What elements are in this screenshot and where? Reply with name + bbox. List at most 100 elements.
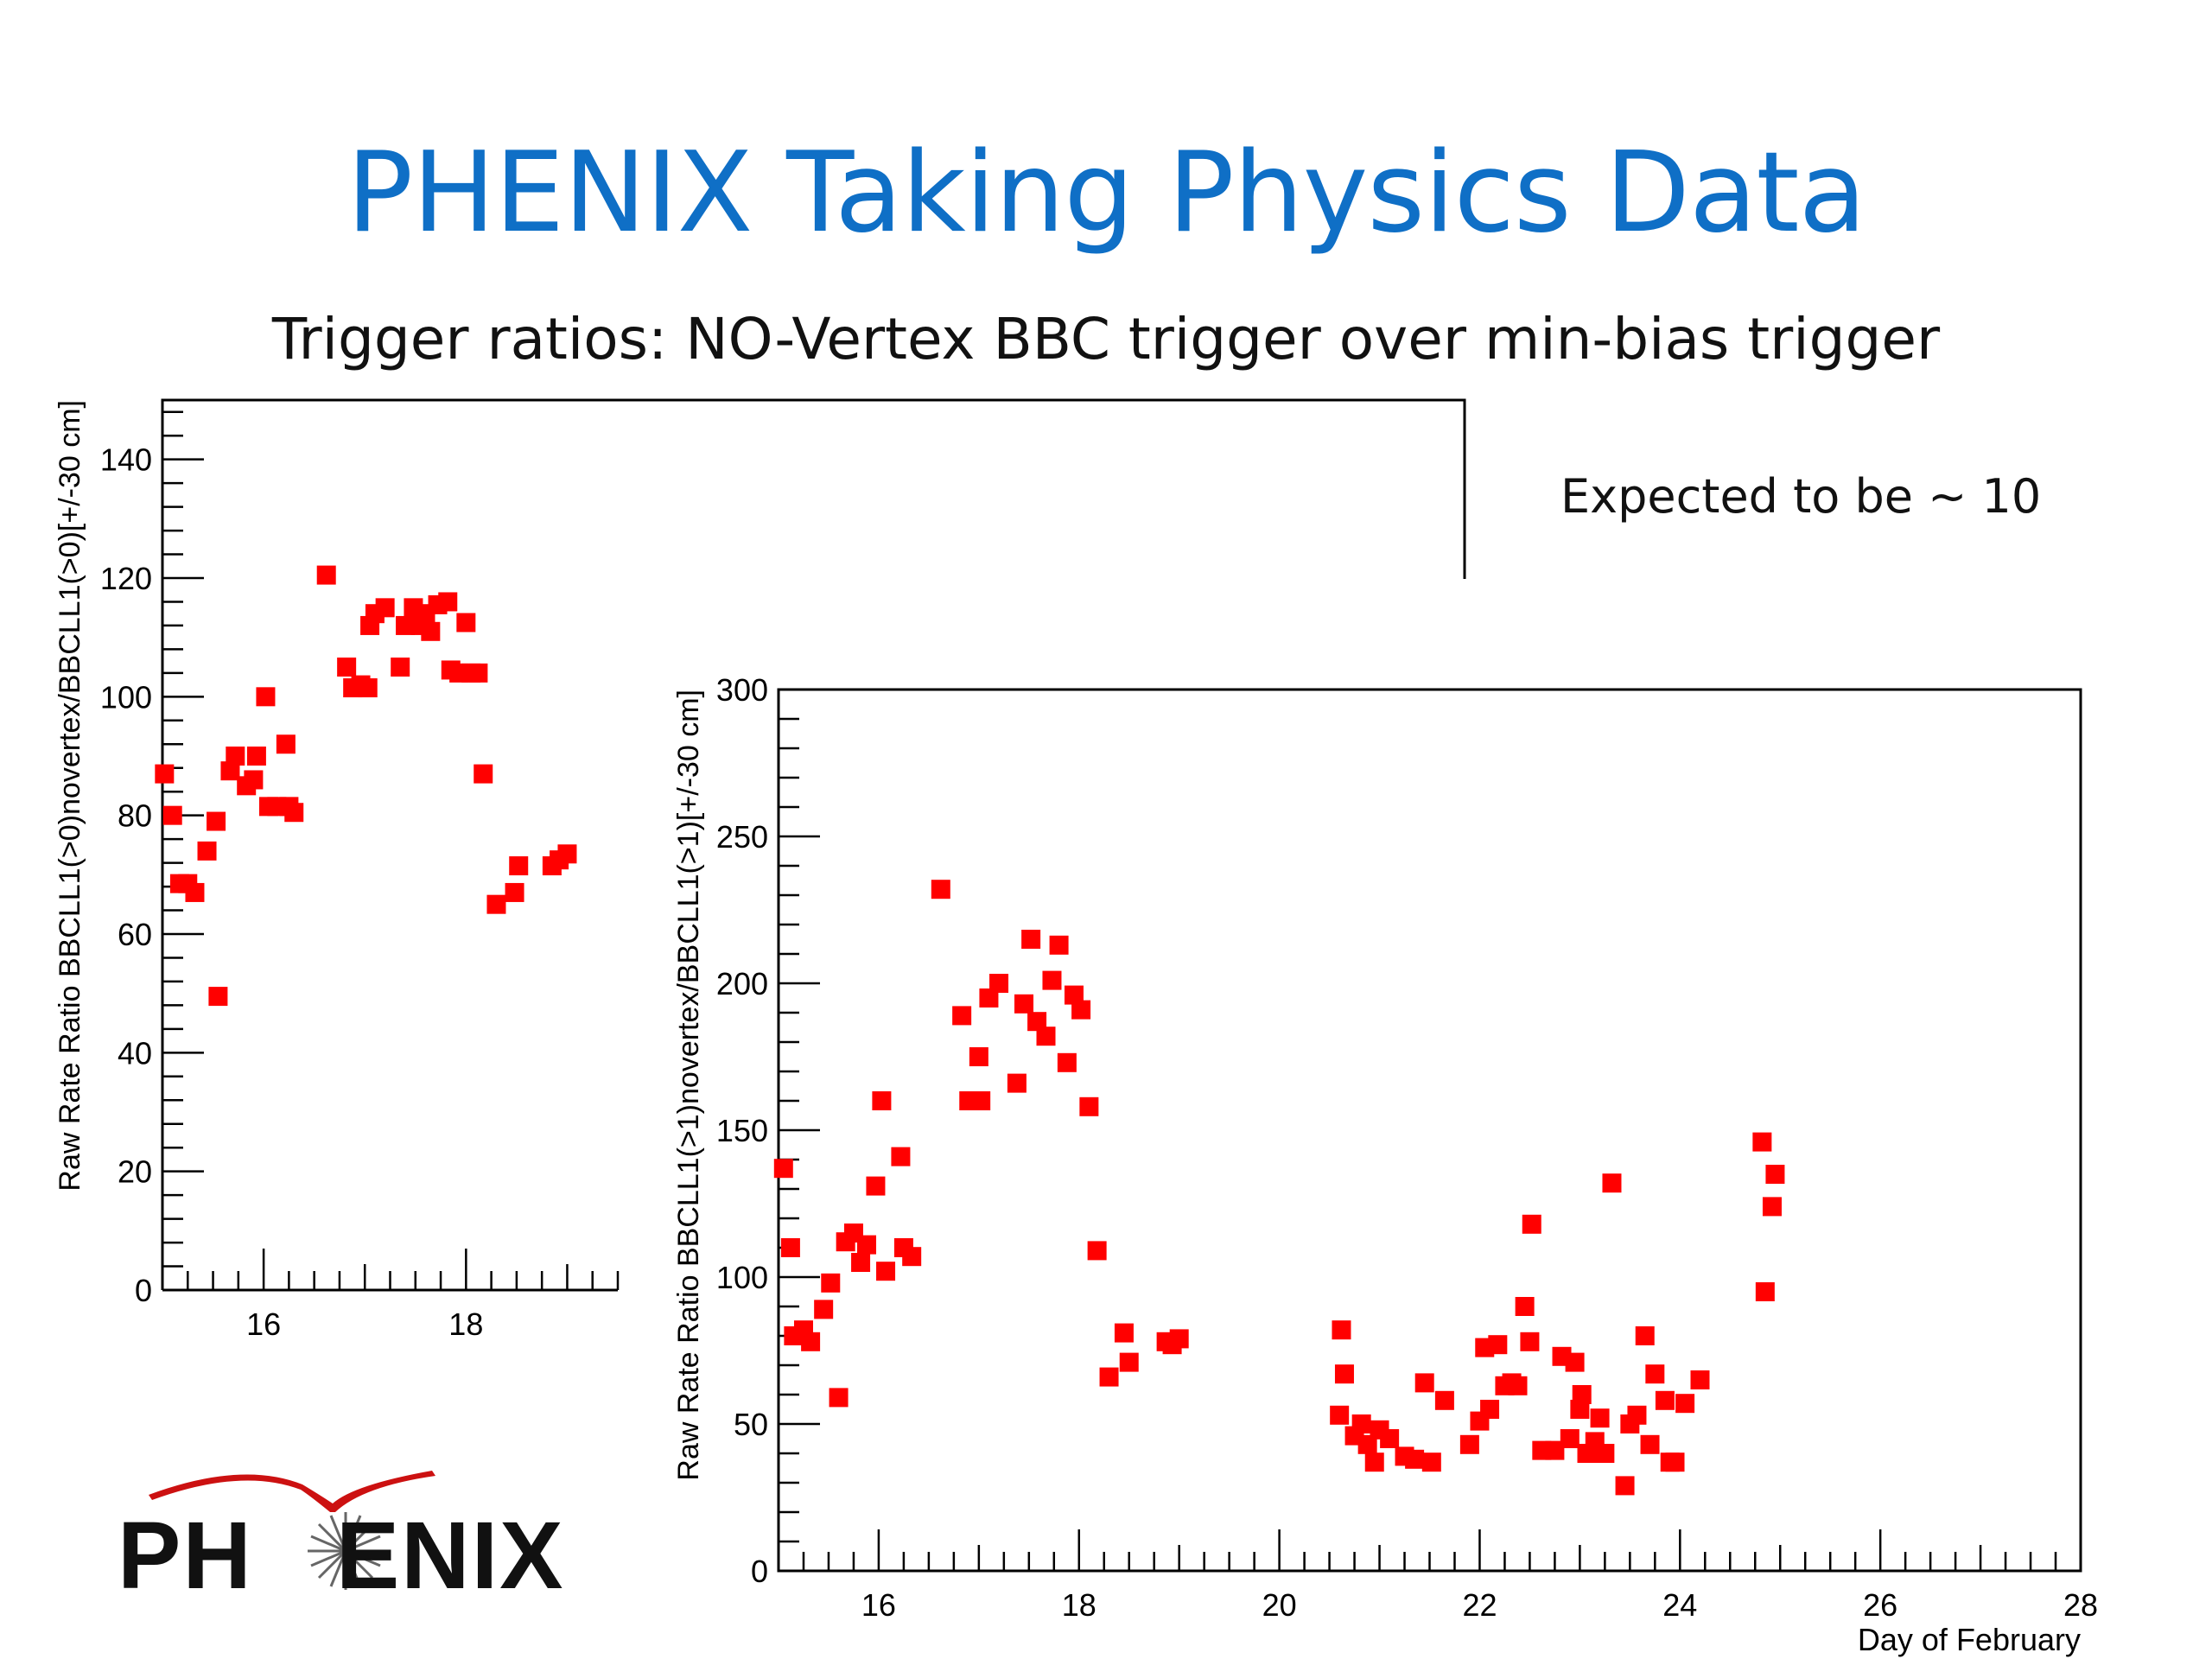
data-point-1 bbox=[421, 621, 441, 641]
slide-title: PHENIX Taking Physics Data bbox=[346, 129, 1866, 257]
plot-frame-1 bbox=[161, 398, 1466, 1290]
data-point-1 bbox=[557, 844, 577, 864]
y-tick-label-1: 20 bbox=[118, 1154, 152, 1190]
x-tick-label-2: 22 bbox=[1462, 1587, 1497, 1623]
data-point-2 bbox=[1007, 1073, 1027, 1093]
data-point-1 bbox=[316, 565, 336, 585]
slide-subtitle: Trigger ratios: NO-Vertex BBC trigger ov… bbox=[271, 306, 1941, 372]
data-point-2 bbox=[876, 1262, 896, 1281]
data-point-2 bbox=[1114, 1323, 1134, 1343]
data-point-2 bbox=[1665, 1452, 1685, 1472]
data-point-1 bbox=[197, 841, 217, 861]
y-tick-label-1: 40 bbox=[118, 1035, 152, 1071]
y-tick-label-2: 150 bbox=[716, 1113, 768, 1148]
logo-sunburst-icon bbox=[308, 1512, 384, 1590]
data-point-2 bbox=[1421, 1452, 1441, 1472]
y-tick-label-2: 300 bbox=[716, 672, 768, 708]
y-axis-title-2: Raw Rate Ratio BBCLL1(>1)novertex/BBCLL1… bbox=[672, 690, 705, 1481]
data-point-1 bbox=[185, 882, 205, 902]
data-point-2 bbox=[1480, 1400, 1500, 1419]
data-point-1 bbox=[244, 770, 264, 790]
data-point-2 bbox=[979, 988, 999, 1007]
data-point-1 bbox=[438, 592, 458, 612]
data-point-1 bbox=[456, 613, 476, 632]
data-point-2 bbox=[1021, 930, 1041, 949]
data-point-2 bbox=[1169, 1329, 1189, 1349]
data-point-2 bbox=[1049, 935, 1069, 955]
data-point-2 bbox=[1414, 1373, 1434, 1393]
data-point-2 bbox=[1545, 1440, 1565, 1460]
data-point-2 bbox=[1405, 1449, 1425, 1469]
data-point-1 bbox=[396, 615, 416, 635]
data-point-2 bbox=[773, 1159, 793, 1179]
x-tick-label-2: 18 bbox=[1062, 1587, 1096, 1623]
data-point-2 bbox=[1675, 1394, 1695, 1414]
data-point-2 bbox=[851, 1253, 871, 1272]
data-point-2 bbox=[1690, 1370, 1710, 1389]
data-point-1 bbox=[505, 882, 524, 902]
data-point-1 bbox=[246, 747, 266, 766]
data-point-2 bbox=[969, 1047, 988, 1066]
data-point-2 bbox=[1488, 1335, 1508, 1355]
data-point-2 bbox=[1765, 1165, 1785, 1184]
x-tick-label-1: 18 bbox=[448, 1306, 483, 1342]
data-point-2 bbox=[1014, 994, 1034, 1014]
plot-area-1: 0 20 40 60 80 100 120 140 16 18 Raw Rate Ratio BBC… bbox=[54, 398, 1466, 1342]
data-point-2 bbox=[989, 974, 1009, 993]
plot-frame-2 bbox=[777, 688, 2082, 1573]
y-tick-label-1: 140 bbox=[100, 442, 152, 478]
data-point-2 bbox=[1640, 1434, 1660, 1454]
data-point-2 bbox=[1071, 1000, 1091, 1020]
data-point-2 bbox=[1635, 1326, 1655, 1345]
data-point-2 bbox=[1380, 1429, 1400, 1448]
y-tick-label-1: 120 bbox=[100, 561, 152, 596]
data-point-2 bbox=[902, 1247, 922, 1267]
data-point-2 bbox=[1042, 970, 1062, 990]
data-point-1 bbox=[375, 598, 395, 618]
data-point-2 bbox=[1027, 1012, 1047, 1032]
data-point-2 bbox=[1064, 985, 1084, 1005]
data-point-2 bbox=[1351, 1414, 1371, 1433]
data-point-2 bbox=[1522, 1214, 1541, 1234]
data-point-2 bbox=[829, 1388, 849, 1408]
data-point-2 bbox=[1627, 1405, 1647, 1425]
y-tick-label-2: 100 bbox=[716, 1260, 768, 1295]
data-point-1 bbox=[474, 764, 493, 784]
data-point-1 bbox=[486, 894, 506, 914]
x-tick-label-2: 26 bbox=[1863, 1587, 1897, 1623]
data-point-2 bbox=[1602, 1173, 1622, 1193]
data-point-2 bbox=[1755, 1282, 1775, 1301]
data-point-1 bbox=[276, 734, 296, 754]
y-tick-label-1: 60 bbox=[118, 917, 152, 952]
data-point-2 bbox=[1332, 1320, 1351, 1340]
data-point-2 bbox=[1057, 1052, 1077, 1072]
data-point-2 bbox=[1520, 1332, 1540, 1351]
data-point-2 bbox=[1508, 1376, 1528, 1395]
logo-text-left: PH bbox=[118, 1503, 253, 1609]
data-point-2 bbox=[1357, 1434, 1377, 1454]
x-tick-label-1: 16 bbox=[246, 1306, 281, 1342]
data-point-1 bbox=[155, 764, 175, 784]
y-tick-label-1: 80 bbox=[118, 798, 152, 834]
data-point-2 bbox=[1099, 1367, 1119, 1387]
logo-arc-icon bbox=[149, 1471, 435, 1590]
data-point-2 bbox=[1434, 1390, 1454, 1410]
data-point-2 bbox=[1570, 1400, 1590, 1419]
phenix-logo-icon: PH ENIX bbox=[104, 1452, 563, 1609]
data-point-2 bbox=[1459, 1434, 1479, 1454]
data-point-1 bbox=[162, 805, 182, 825]
data-point-2 bbox=[1087, 1241, 1107, 1261]
expected-value-note: Expected to be ~ 10 bbox=[1560, 469, 2042, 524]
data-point-1 bbox=[256, 687, 276, 707]
data-point-1 bbox=[468, 663, 488, 683]
data-point-2 bbox=[1119, 1352, 1139, 1372]
data-point-2 bbox=[891, 1147, 911, 1166]
data-point-1 bbox=[207, 811, 226, 831]
x-axis-title-2: Day of February bbox=[1858, 1622, 2081, 1657]
data-point-1 bbox=[226, 747, 245, 766]
data-point-2 bbox=[971, 1091, 991, 1110]
x-tick-label-2: 16 bbox=[861, 1587, 896, 1623]
data-point-2 bbox=[1330, 1405, 1350, 1425]
data-point-1 bbox=[358, 678, 378, 698]
